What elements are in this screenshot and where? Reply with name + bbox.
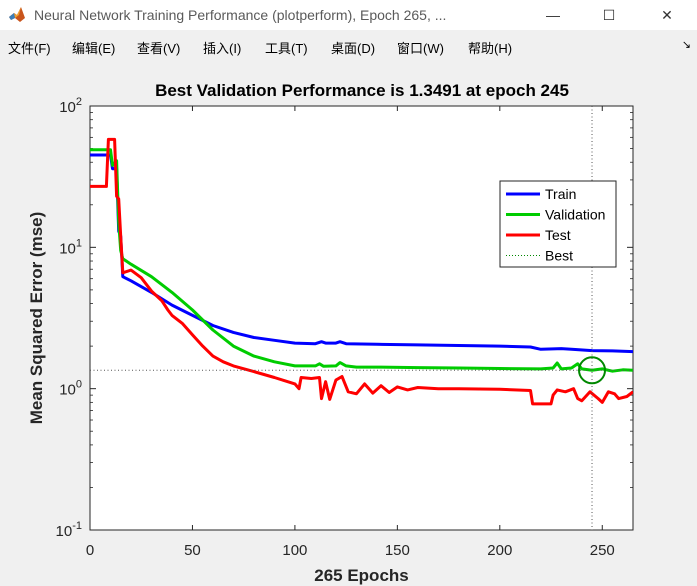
x-tick-label: 250: [590, 542, 615, 559]
menu-help[interactable]: 帮助(H): [468, 41, 513, 56]
legend: Train Validation Test Best: [499, 180, 617, 268]
menu-overflow-icon[interactable]: ↘: [681, 39, 691, 51]
best-point-circle: [578, 356, 607, 385]
y-tick-label: 102: [59, 96, 82, 116]
menu-bar: 文件(F) 编辑(E) 查看(V) 插入(I) 工具(T) 桌面(D) 窗口(W…: [0, 30, 697, 60]
x-axis-label: 265 Epochs: [314, 566, 409, 585]
legend-label: Test: [545, 227, 571, 243]
minimize-button[interactable]: —: [546, 7, 560, 23]
menu-tools[interactable]: 工具(T): [265, 41, 308, 56]
chart-title: Best Validation Performance is 1.3491 at…: [155, 81, 569, 100]
menu-window[interactable]: 窗口(W): [397, 41, 444, 56]
y-tick-label: 100: [59, 379, 82, 399]
x-tick-label: 100: [282, 542, 307, 559]
x-tick-label: 50: [184, 542, 201, 559]
menu-insert[interactable]: 插入(I): [203, 41, 242, 56]
menu-edit[interactable]: 编辑(E): [72, 41, 116, 56]
legend-label: Best: [545, 248, 573, 264]
y-axis-label: Mean Squared Error (mse): [27, 212, 46, 425]
axes-area: [89, 105, 634, 531]
y-tick-label: 10-1: [56, 520, 82, 540]
close-button[interactable]: ✕: [661, 6, 673, 23]
x-tick-label: 200: [487, 542, 512, 559]
performance-plot: Best Validation Performance is 1.3491 at…: [27, 81, 634, 585]
legend-label: Validation: [545, 207, 605, 223]
title-bar: Neural Network Training Performance (plo…: [0, 0, 697, 30]
window-title: Neural Network Training Performance (plo…: [34, 7, 447, 23]
menu-view[interactable]: 查看(V): [137, 41, 181, 56]
menu-file[interactable]: 文件(F): [8, 41, 51, 56]
matlab-logo-icon: [9, 7, 25, 22]
maximize-button[interactable]: ☐: [602, 6, 616, 23]
legend-label: Train: [545, 186, 576, 202]
menu-desktop[interactable]: 桌面(D): [331, 41, 376, 56]
series-line-test: [90, 137, 633, 406]
series-line-validation: [90, 148, 633, 373]
y-tick-label: 101: [59, 237, 82, 257]
x-tick-label: 0: [86, 542, 94, 559]
x-tick-label: 150: [385, 542, 410, 559]
